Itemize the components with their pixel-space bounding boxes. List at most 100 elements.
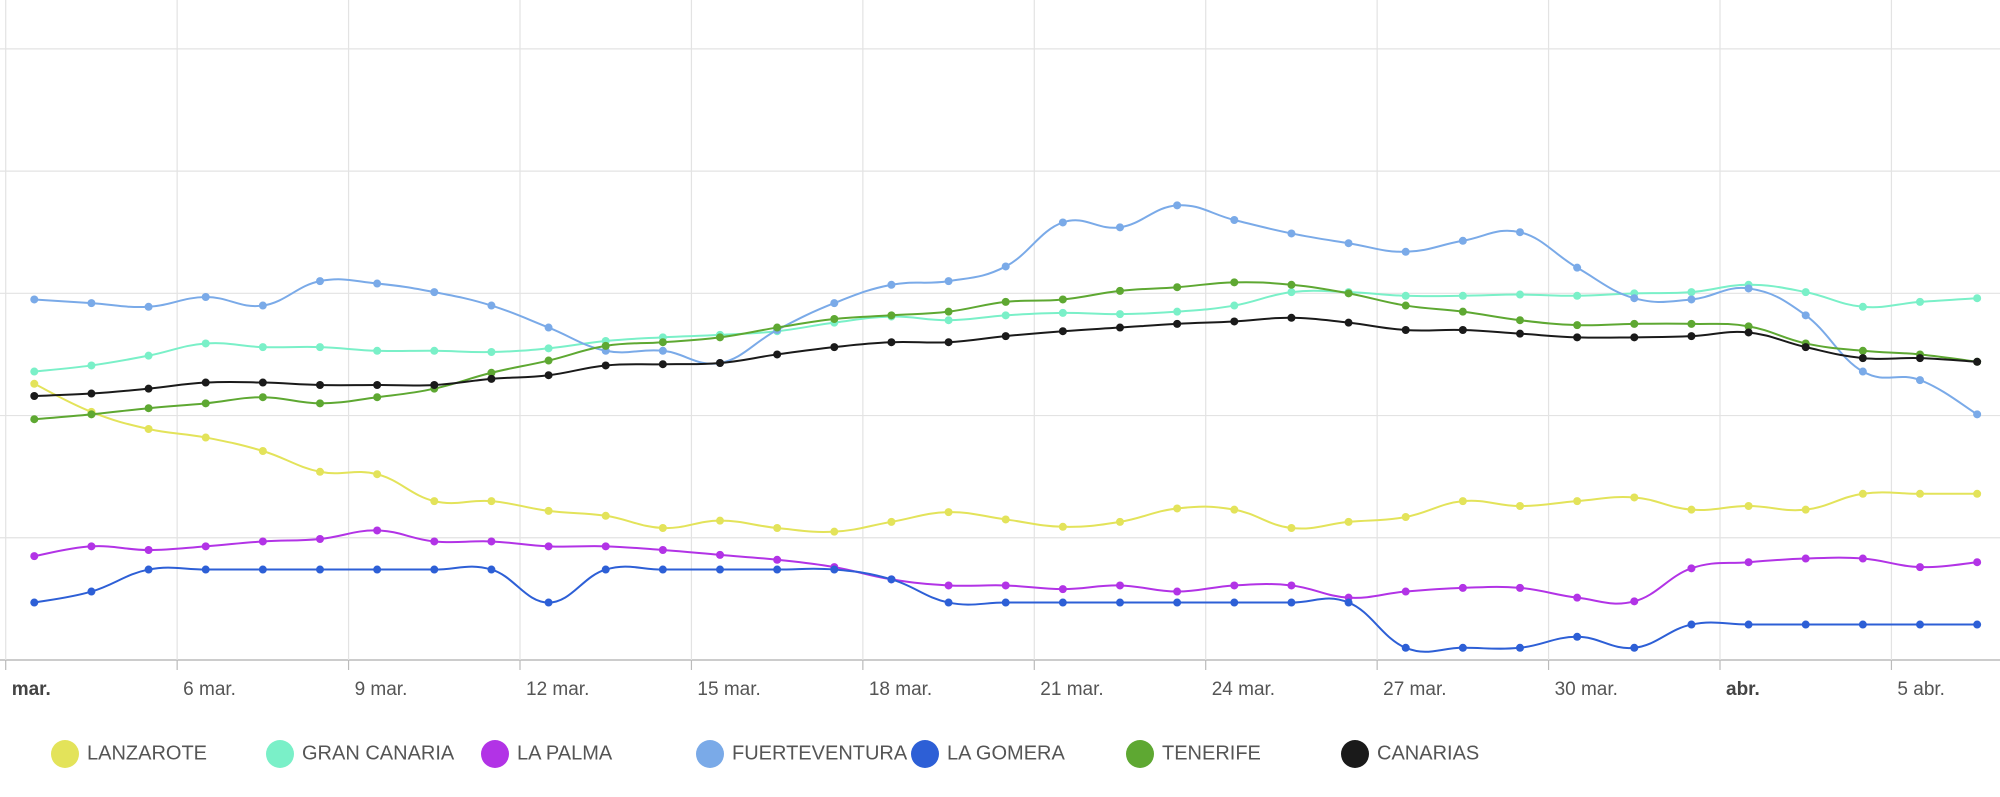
- legend-item[interactable]: LA PALMA: [481, 740, 613, 768]
- data-point: [316, 467, 324, 476]
- data-point: [316, 535, 324, 543]
- data-point: [373, 526, 382, 535]
- data-point: [601, 361, 610, 370]
- legend-marker: [266, 740, 294, 768]
- series-line: [34, 283, 1978, 373]
- x-tick-label: 5 abr.: [1897, 679, 1945, 700]
- data-point: [1344, 289, 1353, 298]
- data-point: [1858, 367, 1867, 376]
- data-point: [1687, 564, 1696, 573]
- data-point: [258, 378, 267, 387]
- data-point: [1858, 346, 1867, 355]
- data-point: [1287, 229, 1296, 238]
- x-tick-label: abr.: [1726, 679, 1760, 700]
- data-point: [658, 565, 667, 574]
- legend-item[interactable]: TENERIFE: [1126, 740, 1261, 768]
- data-point: [601, 341, 610, 350]
- data-point: [1973, 357, 1982, 366]
- data-point: [1801, 311, 1810, 320]
- data-point: [373, 381, 382, 389]
- data-point: [144, 302, 153, 311]
- data-point: [1173, 307, 1182, 316]
- data-point: [1687, 295, 1696, 304]
- data-point: [1516, 502, 1524, 510]
- data-point: [487, 368, 496, 377]
- data-point: [1287, 524, 1296, 532]
- data-point: [1516, 643, 1524, 652]
- data-point: [1401, 513, 1410, 521]
- legend-label: FUERTEVENTURA: [732, 742, 908, 764]
- data-point: [1801, 505, 1810, 514]
- legend-item[interactable]: LA GOMERA: [911, 740, 1065, 768]
- data-point: [1516, 316, 1524, 325]
- series-line: [34, 316, 1978, 397]
- data-point: [544, 356, 553, 365]
- data-point: [201, 542, 210, 551]
- series-line: [34, 204, 1978, 416]
- data-point: [1687, 332, 1696, 341]
- data-point: [1916, 489, 1924, 498]
- data-point: [887, 280, 896, 289]
- data-point: [1630, 493, 1639, 502]
- data-point: [487, 565, 496, 574]
- data-point: [716, 550, 724, 559]
- legend-item[interactable]: CANARIAS: [1341, 740, 1479, 768]
- legend-marker: [911, 740, 939, 768]
- data-point: [830, 299, 839, 308]
- data-point: [144, 404, 153, 413]
- data-point: [1858, 354, 1867, 363]
- data-point: [1573, 593, 1582, 602]
- data-point: [487, 348, 496, 356]
- data-point: [1344, 239, 1353, 248]
- data-point: [1687, 319, 1696, 328]
- data-point: [716, 565, 724, 574]
- data-point: [487, 301, 496, 310]
- data-point: [1344, 517, 1353, 526]
- data-point: [1458, 236, 1467, 245]
- data-point: [201, 433, 210, 442]
- data-point: [1230, 505, 1239, 514]
- data-point: [430, 346, 439, 355]
- data-point: [1458, 643, 1467, 652]
- x-tick-label: 9 mar.: [355, 679, 408, 700]
- data-point: [716, 359, 724, 367]
- data-point: [316, 277, 324, 286]
- data-point: [30, 415, 39, 424]
- data-point: [1116, 323, 1124, 332]
- data-point: [1173, 201, 1182, 210]
- x-tick-label: 27 mar.: [1383, 679, 1446, 700]
- data-point: [944, 307, 953, 316]
- data-point: [1973, 294, 1982, 303]
- data-point: [1630, 319, 1639, 328]
- data-point: [201, 339, 210, 348]
- data-point: [258, 565, 267, 574]
- data-point: [201, 565, 210, 574]
- legend-marker: [696, 740, 724, 768]
- data-point: [1001, 311, 1010, 320]
- legend-label: GRAN CANARIA: [302, 742, 455, 764]
- data-point: [830, 565, 839, 574]
- data-point: [1230, 317, 1239, 326]
- data-point: [144, 546, 153, 554]
- data-point: [773, 565, 782, 574]
- data-point: [1630, 643, 1639, 652]
- data-point: [1916, 376, 1924, 385]
- data-point: [258, 301, 267, 310]
- data-point: [658, 346, 667, 355]
- data-point: [544, 323, 553, 332]
- data-point: [1573, 321, 1582, 330]
- data-point: [887, 575, 896, 584]
- data-point: [773, 524, 782, 532]
- data-point: [316, 343, 324, 352]
- data-point: [1001, 297, 1010, 306]
- data-point: [773, 350, 782, 359]
- data-point: [1630, 333, 1639, 342]
- legend-item[interactable]: LANZAROTE: [51, 740, 207, 768]
- data-point: [1858, 554, 1867, 563]
- data-point: [1973, 620, 1982, 629]
- data-point: [1458, 307, 1467, 316]
- data-point: [1573, 291, 1582, 300]
- legend-item[interactable]: GRAN CANARIA: [266, 740, 455, 768]
- legend-item[interactable]: FUERTEVENTURA: [696, 740, 908, 768]
